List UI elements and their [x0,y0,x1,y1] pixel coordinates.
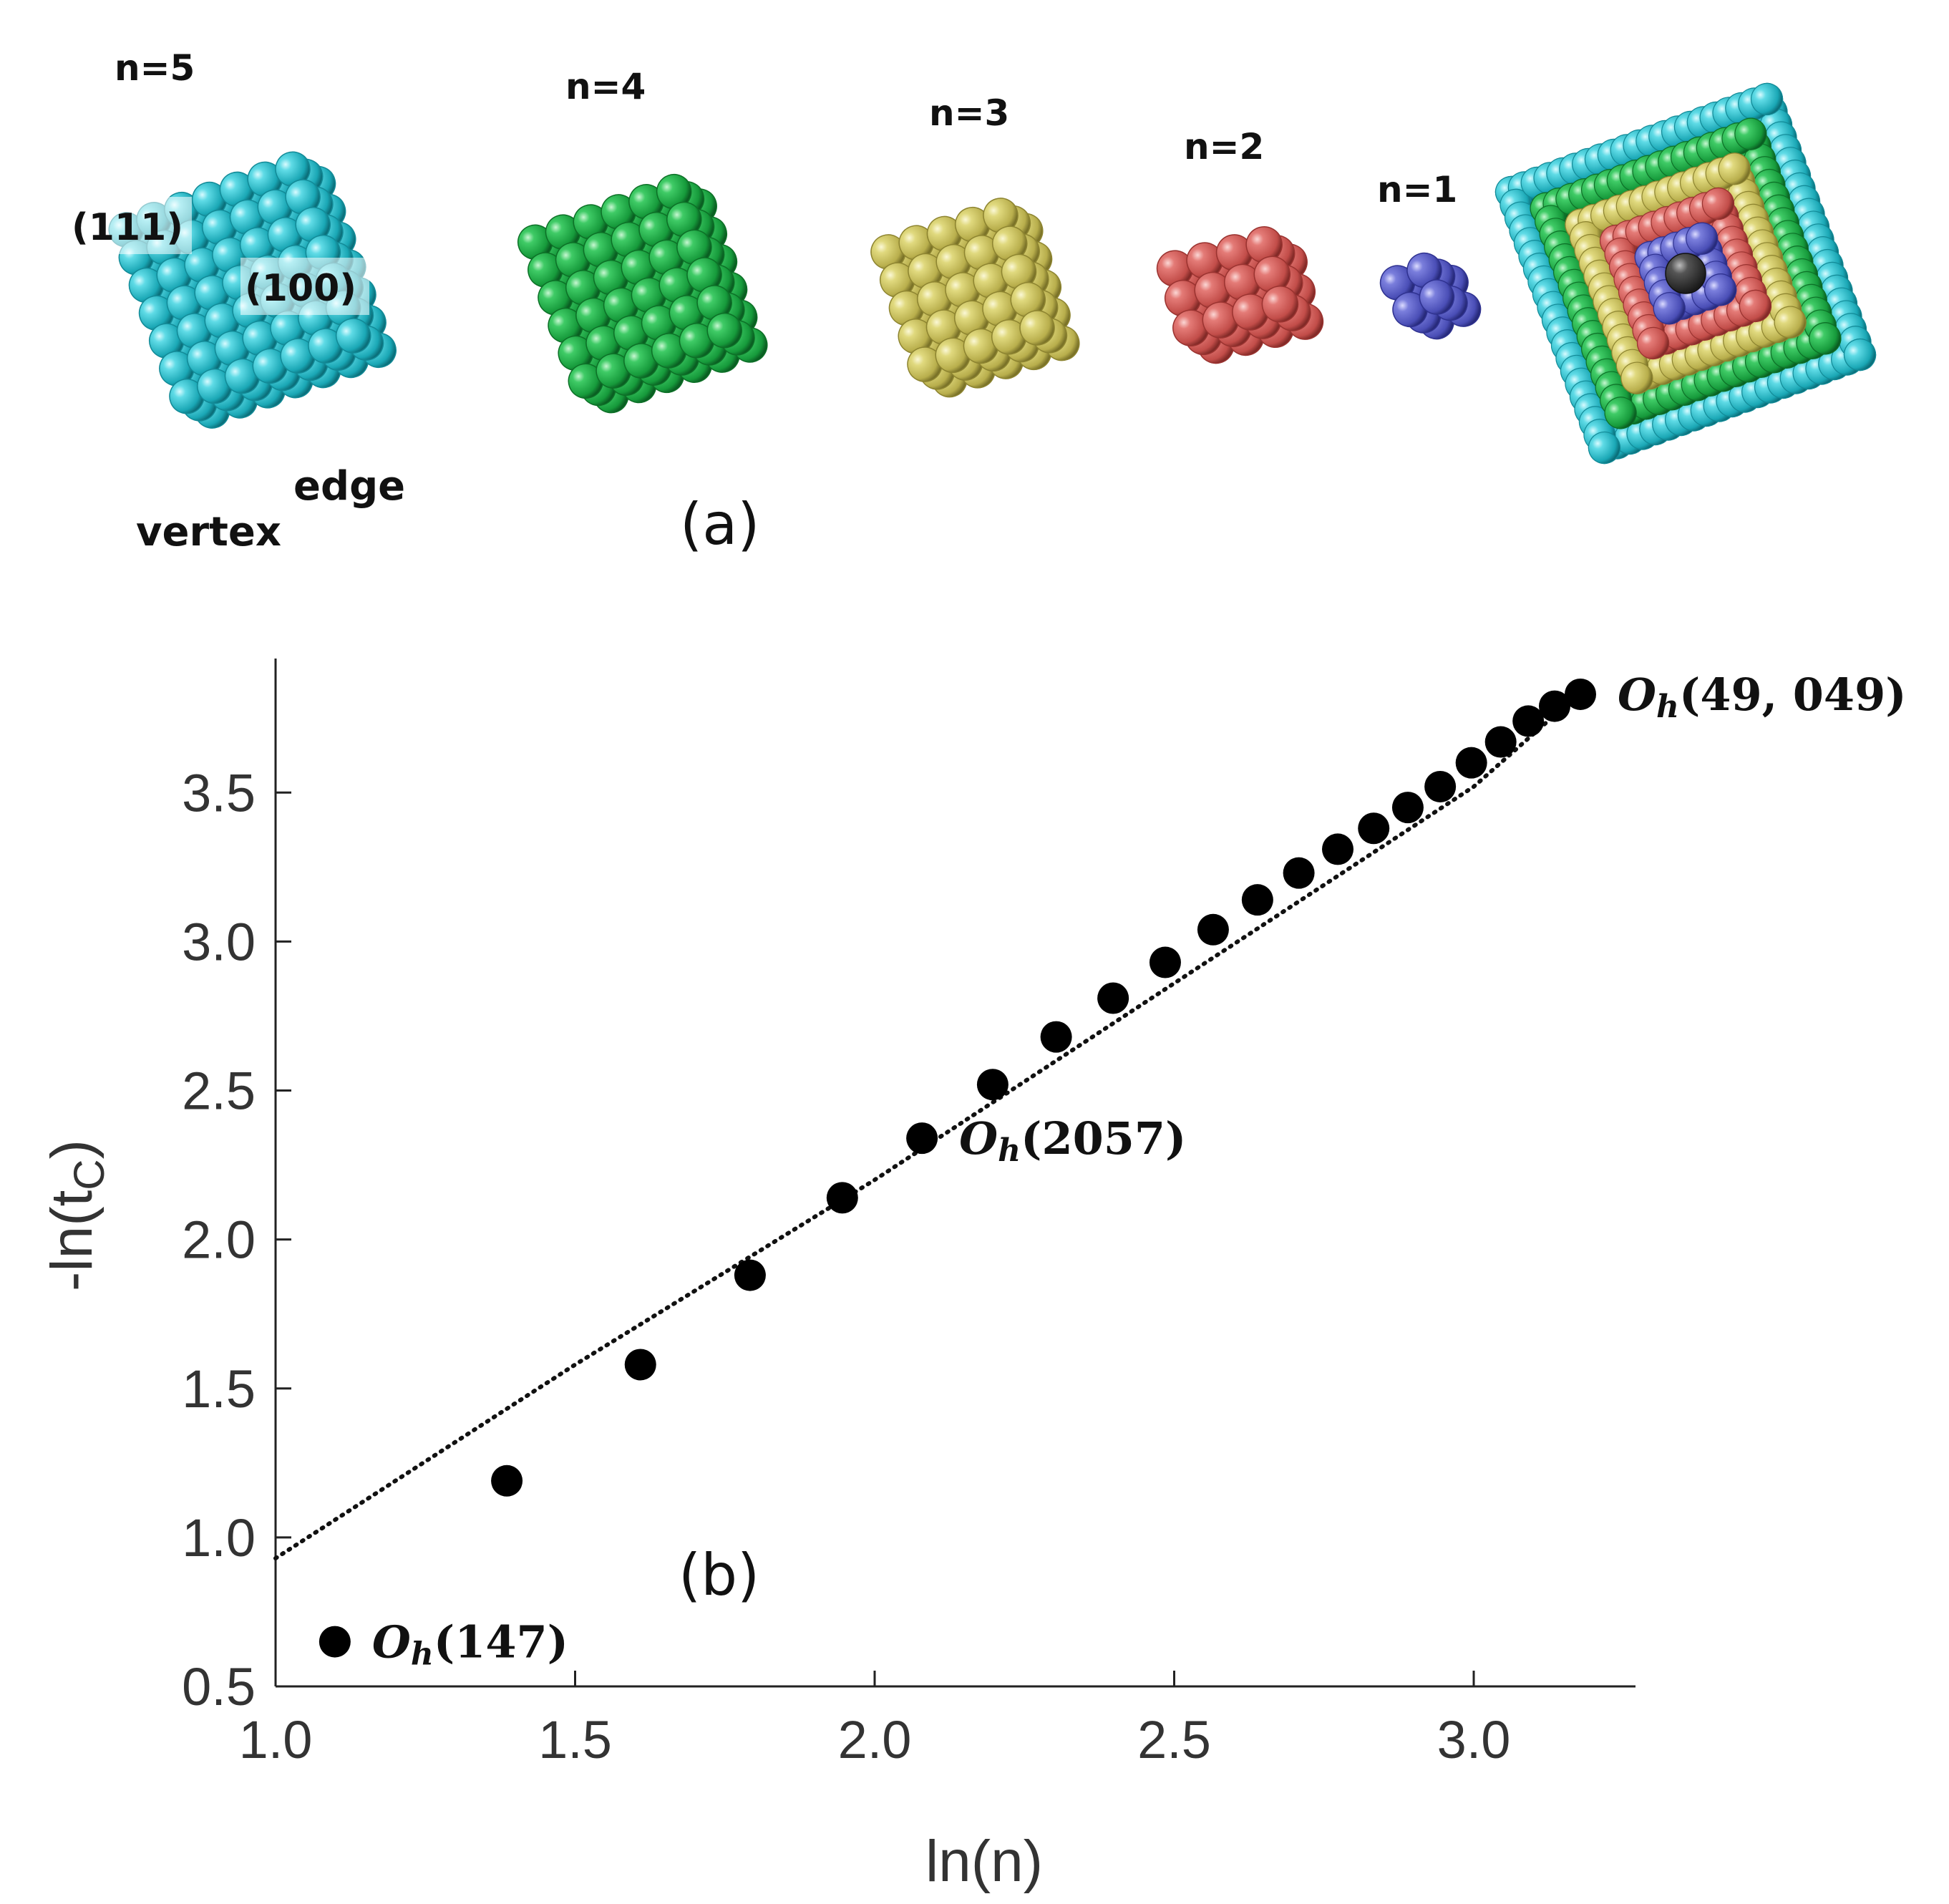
cluster-n2-label: n=2 [1184,126,1264,167]
point-annotations: Oh(147) Oh(2057) Oh(49, 049) [372,669,1907,1672]
data-point [1484,726,1517,758]
facet-111-box [66,197,192,254]
atom-sphere [1588,431,1621,465]
x-tick-label: 2.0 [838,1710,912,1769]
y-axis-ticks: 0.5 1.0 1.5 2.0 2.5 3.0 3.5 [182,763,291,1716]
y-axis-title-close: ) [39,1140,105,1159]
y-tick-label: 2.0 [182,1210,256,1270]
cluster-n1-image [1379,252,1482,340]
facet-100-box [240,258,369,315]
cluster-combined-image [1494,82,1877,465]
atom-sphere [1686,222,1719,255]
cluster-n4-image [517,173,768,414]
data-point [1197,913,1229,946]
point-annotation: Oh(2057) [959,1112,1186,1169]
y-tick-label: 0.5 [182,1657,256,1716]
data-point [1322,833,1354,865]
cluster-n4-label: n=4 [565,66,646,107]
y-tick-label: 2.5 [182,1062,256,1121]
data-point [1539,690,1571,722]
cluster-n3-image [870,198,1080,398]
data-point [734,1259,766,1291]
atom-sphere [1701,187,1735,220]
x-axis-title: ln(n) [925,1829,1043,1894]
atom-sphere [1604,397,1637,429]
data-point [1149,946,1181,978]
core-atom [1665,253,1706,294]
panel-a-clusters: n=5 n=4 n=3 n=2 n=1 (111) (100) edge ver… [66,47,1877,558]
atom-sphere [1261,286,1299,323]
atom-sphere [1734,117,1767,150]
data-point [1097,982,1129,1014]
y-tick-label: 1.0 [182,1508,256,1568]
panel-b-chart: 1.0 1.5 2.0 2.5 3.0 0.51.01.52.02.53.03.5 Oh… [39,659,1907,1894]
vertex-label: vertex [136,509,281,555]
cluster-n3-label: n=3 [929,92,1009,134]
y-tick-label: 3.0 [182,912,256,971]
data-point [1424,770,1457,802]
fit-line [273,689,1584,1560]
atom-sphere [1774,306,1807,339]
data-point [1455,747,1487,779]
data-point [976,1069,1008,1101]
edge-label: edge [293,463,405,510]
y-tick-label: 1.5 [182,1359,256,1419]
data-point [1512,705,1545,737]
atom-sphere [1718,152,1751,185]
atom-sphere [1653,292,1686,325]
data-point [319,1626,351,1658]
data-point [1564,678,1596,710]
panel-a-letter: (a) [680,491,759,558]
x-tick-label: 1.5 [538,1710,612,1769]
x-tick-label: 3.0 [1437,1710,1511,1769]
atom-sphere [1809,322,1842,355]
x-axis-ticks: 1.0 1.5 2.0 2.5 3.0 [239,1671,1511,1769]
data-points [319,678,1596,1658]
atom-sphere [1750,82,1784,116]
data-point [1040,1021,1072,1053]
data-point [1391,792,1424,824]
facet-111-label: (111) [72,206,183,249]
point-annotation: Oh(147) [372,1616,568,1673]
cluster-n2-image [1156,226,1324,364]
atom-sphere [1739,289,1772,323]
panel-b-letter: (b) [679,1542,759,1608]
atom-sphere [335,318,371,354]
data-point [826,1182,858,1214]
atom-sphere [1019,310,1055,346]
data-point [491,1465,523,1497]
data-point [624,1349,656,1381]
data-point [1358,812,1390,845]
x-tick-label: 2.5 [1137,1710,1211,1769]
cluster-n1-label: n=1 [1377,169,1457,210]
data-point [906,1122,938,1155]
y-axis-title-sub: C [65,1159,113,1190]
y-tick-label: 3.5 [182,763,256,822]
atom-sphere [1419,279,1455,315]
atom-sphere [1843,338,1877,371]
atom-sphere [1620,361,1653,394]
x-tick-label: 1.0 [239,1710,313,1769]
atom-sphere [706,312,743,349]
facet-100-label: (100) [245,267,356,310]
cluster-n5-label: n=5 [115,47,195,89]
data-point [1241,884,1273,916]
atom-sphere [1636,326,1670,360]
y-axis-title: -ln(tC) [39,1140,113,1291]
point-annotation: Oh(49, 049) [1618,669,1907,725]
data-point [1283,857,1315,889]
atom-sphere [1704,273,1737,306]
y-axis-title-main: -ln(t [39,1190,105,1291]
